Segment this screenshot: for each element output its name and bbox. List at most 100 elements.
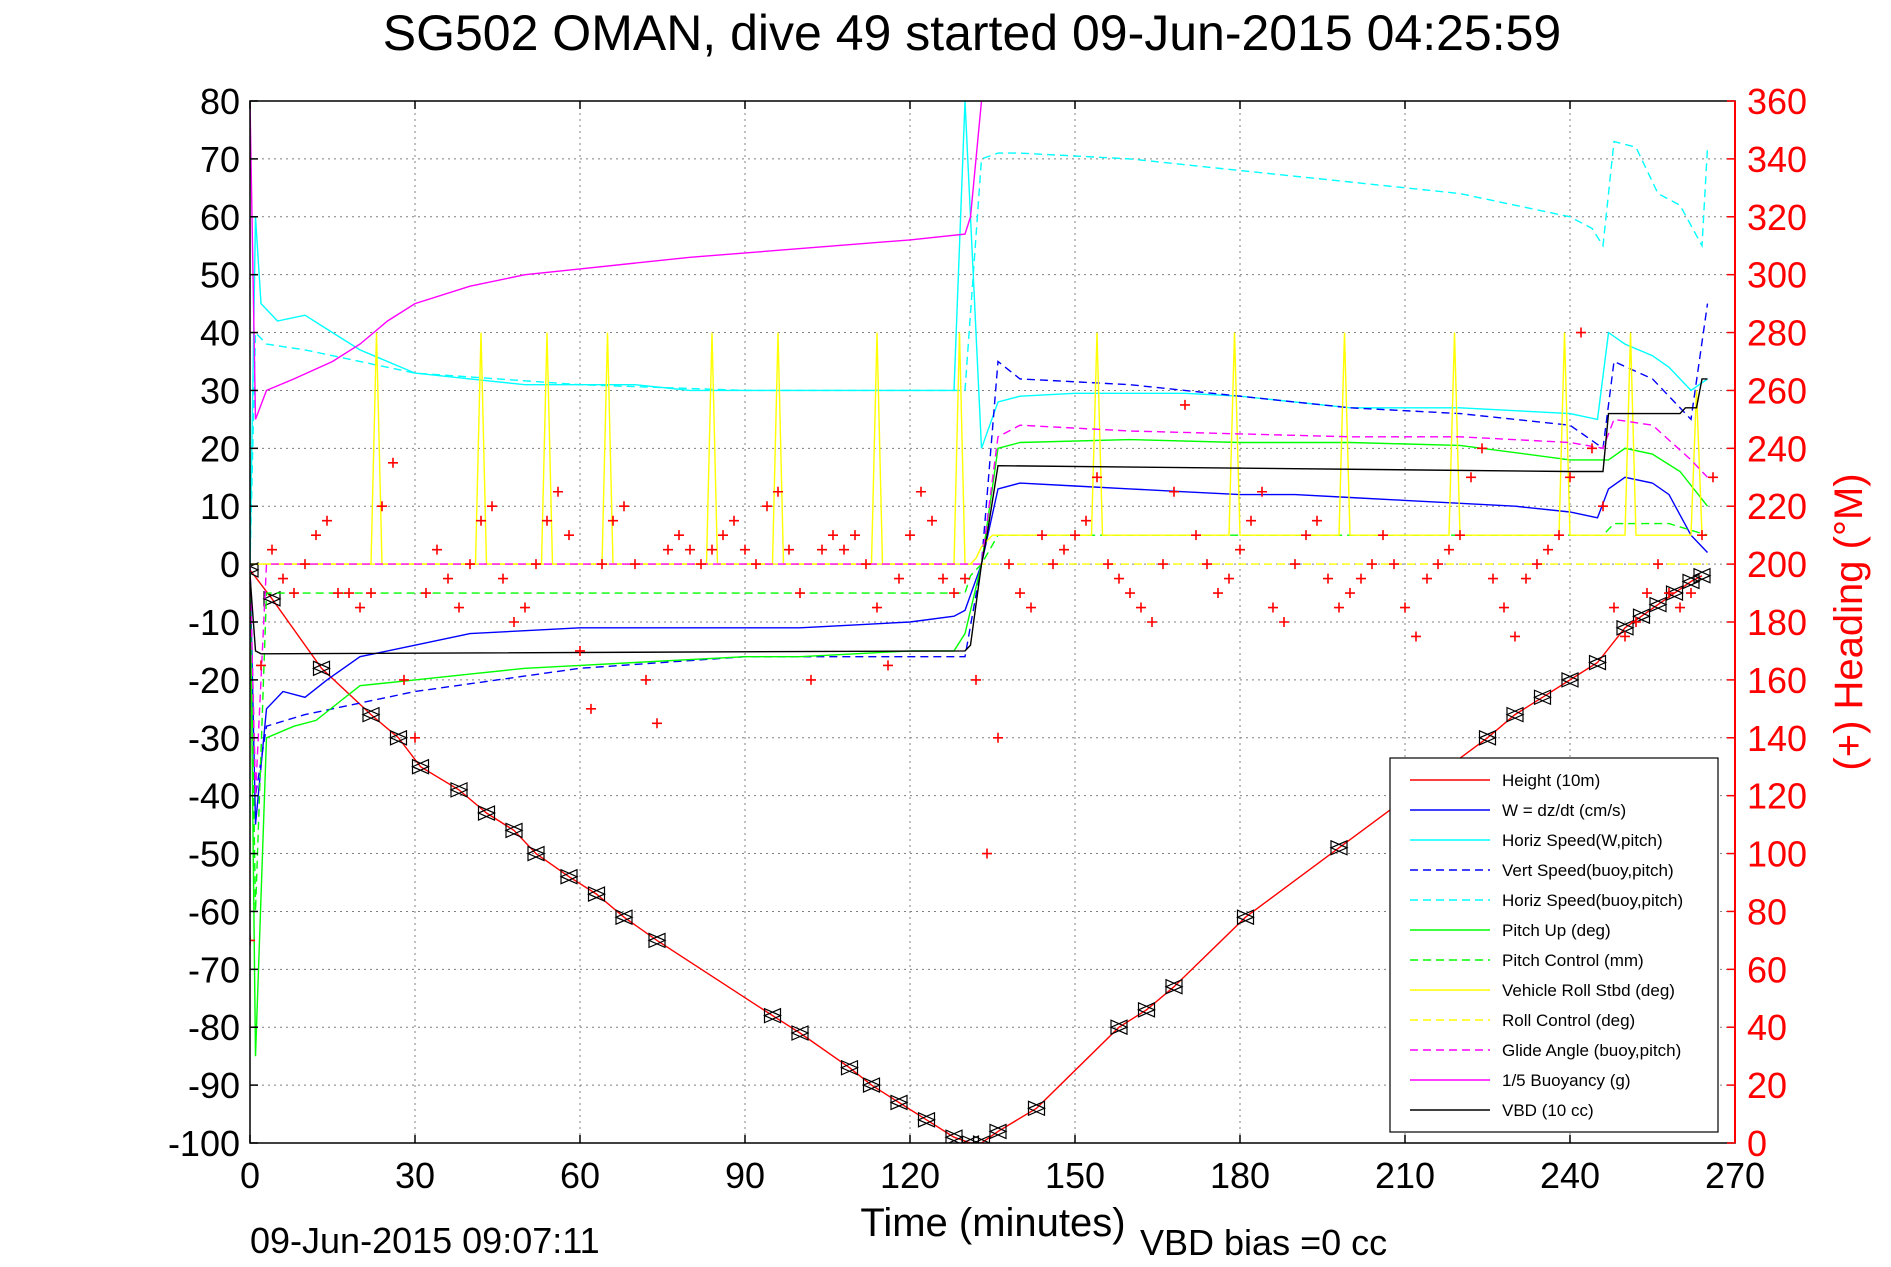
x-tick-label: 240 (1540, 1155, 1600, 1196)
heading-point (1070, 530, 1080, 541)
heading-point (1477, 443, 1487, 454)
legend-entry: Vert Speed(buoy,pitch) (1502, 861, 1674, 880)
heading-point (608, 515, 618, 526)
heading-point (674, 530, 684, 541)
heading-point (1290, 559, 1300, 570)
y2-tick-label: 220 (1747, 486, 1807, 527)
height-marker (477, 805, 496, 821)
heading-point (1015, 588, 1025, 599)
heading-point (289, 588, 299, 599)
height-marker (1665, 585, 1684, 601)
heading-point (641, 674, 651, 685)
heading-point (1345, 588, 1355, 599)
heading-point (619, 501, 629, 512)
legend-box (1389, 757, 1719, 1133)
heading-point (652, 718, 662, 729)
legend-entry: Glide Angle (buoy,pitch) (1502, 1041, 1681, 1060)
legend-entry: Horiz Speed(W,pitch) (1502, 831, 1663, 850)
height-marker (312, 660, 331, 677)
footer-date-stamp: 09-Jun-2015 09:07:11 (250, 1220, 600, 1261)
heading-point (1444, 544, 1454, 555)
y-tick-label: -100 (168, 1123, 240, 1164)
heading-point (1103, 559, 1113, 570)
y2-tick-label: 200 (1747, 544, 1807, 585)
x-tick-label: 60 (560, 1155, 600, 1196)
heading-point (839, 544, 849, 555)
legend-entry: VBD (10 cc) (1502, 1101, 1594, 1120)
heading-point (454, 602, 464, 613)
y-tick-label: -70 (188, 949, 240, 990)
y-tick-label: 10 (200, 486, 240, 527)
y2-tick-label: 160 (1747, 660, 1807, 701)
height-marker (1027, 1100, 1046, 1117)
heading-point (1675, 602, 1685, 613)
series-9 (250, 418, 1709, 796)
height-marker (1478, 729, 1497, 746)
heading-point (949, 588, 959, 599)
y2-tick-label: 60 (1747, 949, 1787, 990)
series-7 (250, 332, 1708, 565)
heading-point (531, 559, 541, 570)
heading-point (1543, 544, 1553, 555)
height-marker (1329, 839, 1348, 856)
heading-point (828, 530, 838, 541)
x-tick-label: 0 (240, 1155, 260, 1196)
x-tick-label: 30 (395, 1155, 435, 1196)
heading-point (250, 935, 255, 946)
y-tick-label: 40 (200, 313, 240, 354)
heading-point (1400, 602, 1410, 613)
heading-point (1554, 530, 1564, 541)
heading-point (751, 559, 761, 570)
x-axis-label: Time (minutes) (860, 1201, 1125, 1245)
heading-point (1213, 588, 1223, 599)
heading-point (817, 544, 827, 555)
x-tick-label: 210 (1375, 1155, 1435, 1196)
series-0-line (250, 569, 1703, 1143)
heading-point (905, 530, 915, 541)
heading-point (1301, 530, 1311, 541)
series-0 (250, 561, 1712, 1143)
heading-point (1653, 559, 1663, 570)
axis-layer: 0 30 60 90 120 150 180 210 240 270-100-90-80-70-6… (168, 81, 1807, 1196)
heading-point (1026, 602, 1036, 613)
heading-point (498, 573, 508, 584)
heading-point (465, 559, 475, 570)
heading-point (1180, 399, 1190, 410)
heading-point (740, 544, 750, 555)
series-5 (250, 438, 1709, 1057)
y-tick-label: -60 (188, 891, 240, 932)
height-marker (972, 1135, 991, 1143)
heading-point (377, 501, 387, 512)
heading-point (1312, 515, 1322, 526)
heading-point (355, 602, 365, 613)
heading-point (1620, 631, 1630, 642)
legend-entry: 1/5 Buoyancy (g) (1502, 1071, 1631, 1090)
heading-point (520, 602, 530, 613)
series-4-line (250, 140, 1709, 565)
heading-point (1169, 486, 1179, 497)
height-marker (1632, 608, 1651, 625)
heading-point (960, 573, 970, 584)
chart-title: SG502 OMAN, dive 49 started 09-Jun-2015 … (383, 5, 1562, 61)
y2-tick-label: 120 (1747, 776, 1807, 817)
height-marker (840, 1059, 859, 1076)
heading-point (322, 515, 332, 526)
y-tick-label: 60 (200, 197, 240, 238)
heading-point (1488, 573, 1498, 584)
heading-point (1576, 327, 1586, 338)
heading-point (1235, 544, 1245, 555)
heading-point (300, 559, 310, 570)
height-marker (988, 1123, 1007, 1140)
height-marker (1505, 706, 1524, 723)
heading-point (927, 515, 937, 526)
heading-point (1334, 602, 1344, 613)
y-tick-label: -50 (188, 834, 240, 875)
heading-point (1708, 472, 1718, 483)
y-tick-label: -10 (188, 602, 240, 643)
heading-point (1631, 617, 1641, 627)
x-tick-label: 120 (880, 1155, 940, 1196)
heading-point (971, 674, 981, 685)
y2-tick-label: 20 (1747, 1065, 1787, 1106)
heading-point (388, 457, 398, 468)
heading-point (311, 530, 321, 541)
